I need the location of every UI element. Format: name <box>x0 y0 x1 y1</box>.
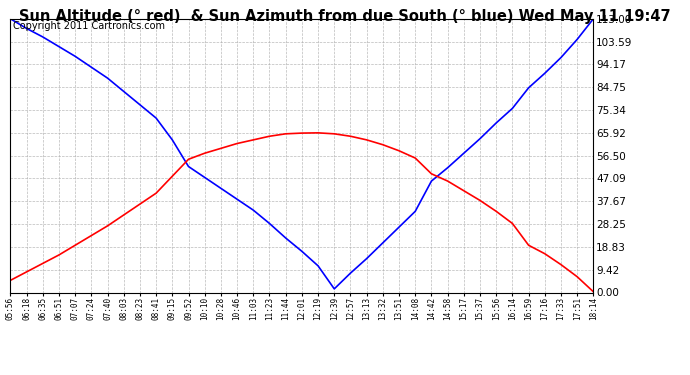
Text: Sun Altitude (° red)  & Sun Azimuth from due South (° blue) Wed May 11 19:47: Sun Altitude (° red) & Sun Azimuth from … <box>19 9 671 24</box>
Text: Copyright 2011 Cartronics.com: Copyright 2011 Cartronics.com <box>13 21 166 32</box>
